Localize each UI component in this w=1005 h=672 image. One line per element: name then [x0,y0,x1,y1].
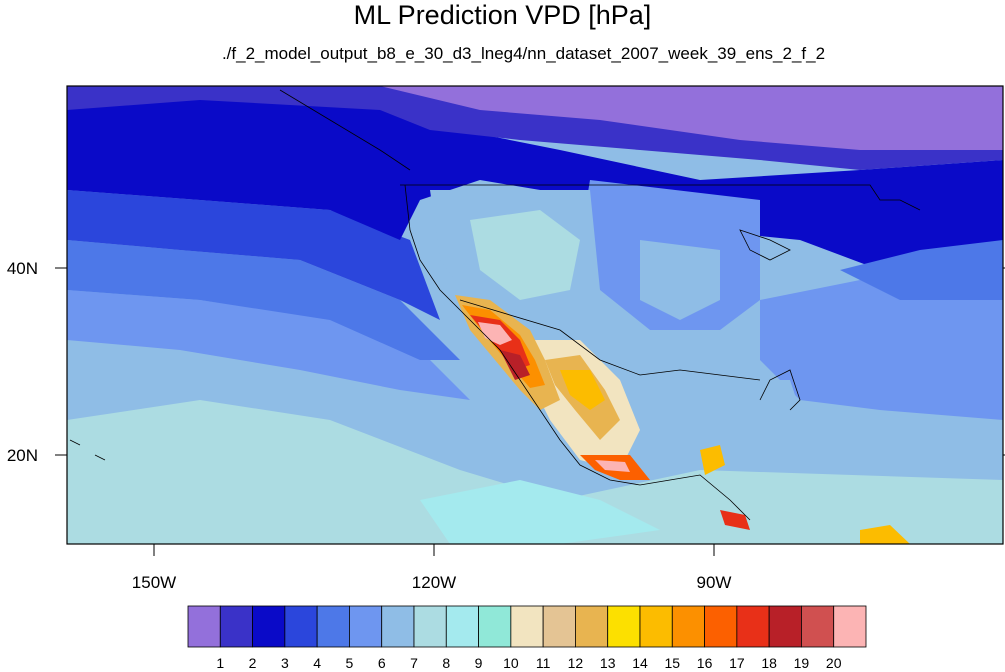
colorbar-label: 11 [536,655,551,671]
colorbar-swatch [768,605,802,648]
colorbar-label: 12 [568,655,584,671]
colorbar-swatch [671,605,705,648]
colorbar-label: 13 [600,655,616,671]
colorbar-label: 1 [216,655,224,671]
colorbar-swatch [607,605,641,648]
colorbar-swatch [833,605,867,648]
map-title: ML Prediction VPD [hPa] [353,0,652,30]
colorbar-swatch [187,605,221,648]
colorbar-label: 19 [794,655,810,671]
colorbar-label: 2 [249,655,257,671]
colorbar-swatch [445,605,479,648]
y-tick-label: 20N [7,446,38,465]
colorbar-label: 14 [632,655,648,671]
colorbar-label: 3 [281,655,289,671]
x-tick-label: 120W [412,573,456,592]
colorbar-swatch [381,605,415,648]
colorbar-swatch [639,605,673,648]
colorbar-swatch [801,605,835,648]
colorbar-swatch [542,605,576,648]
colorbar-swatch [413,605,447,648]
colorbar-label: 5 [346,655,354,671]
colorbar-swatch [478,605,512,648]
map-frame [66,85,1004,545]
colorbar-label: 15 [664,655,680,671]
y-tick-label: 40N [7,259,38,278]
colorbar-swatch [510,605,544,648]
colorbar-label: 4 [313,655,321,671]
colorbar-label: 6 [378,655,386,671]
colorbar-swatch [284,605,318,648]
colorbar-swatch [575,605,609,648]
colorbar-label: 17 [729,655,745,671]
colorbar-label: 7 [410,655,418,671]
colorbar-label: 8 [442,655,450,671]
colorbar-label: 20 [826,655,842,671]
colorbar-swatch [704,605,738,648]
colorbar-swatch [349,605,383,648]
colorbar-label: 9 [475,655,483,671]
colorbar: 1 2 3 4 5 6 7 8 9 10 11 12 13 14 15 16 17 18 19 20 [187,605,867,671]
vpd-field [67,86,1003,544]
colorbar-label: 10 [503,655,519,671]
colorbar-label: 18 [761,655,777,671]
colorbar-swatch [219,605,253,648]
coastlines [69,89,921,521]
colorbar-swatch [736,605,770,648]
axis-ticks [55,267,1005,556]
colorbar-label: 16 [697,655,713,671]
x-tick-label: 90W [697,573,732,592]
colorbar-swatch [316,605,350,648]
colorbar-swatch [252,605,286,648]
x-tick-label: 150W [132,573,176,592]
map-subtitle: ./f_2_model_output_b8_e_30_d3_lneg4/nn_d… [221,44,826,63]
